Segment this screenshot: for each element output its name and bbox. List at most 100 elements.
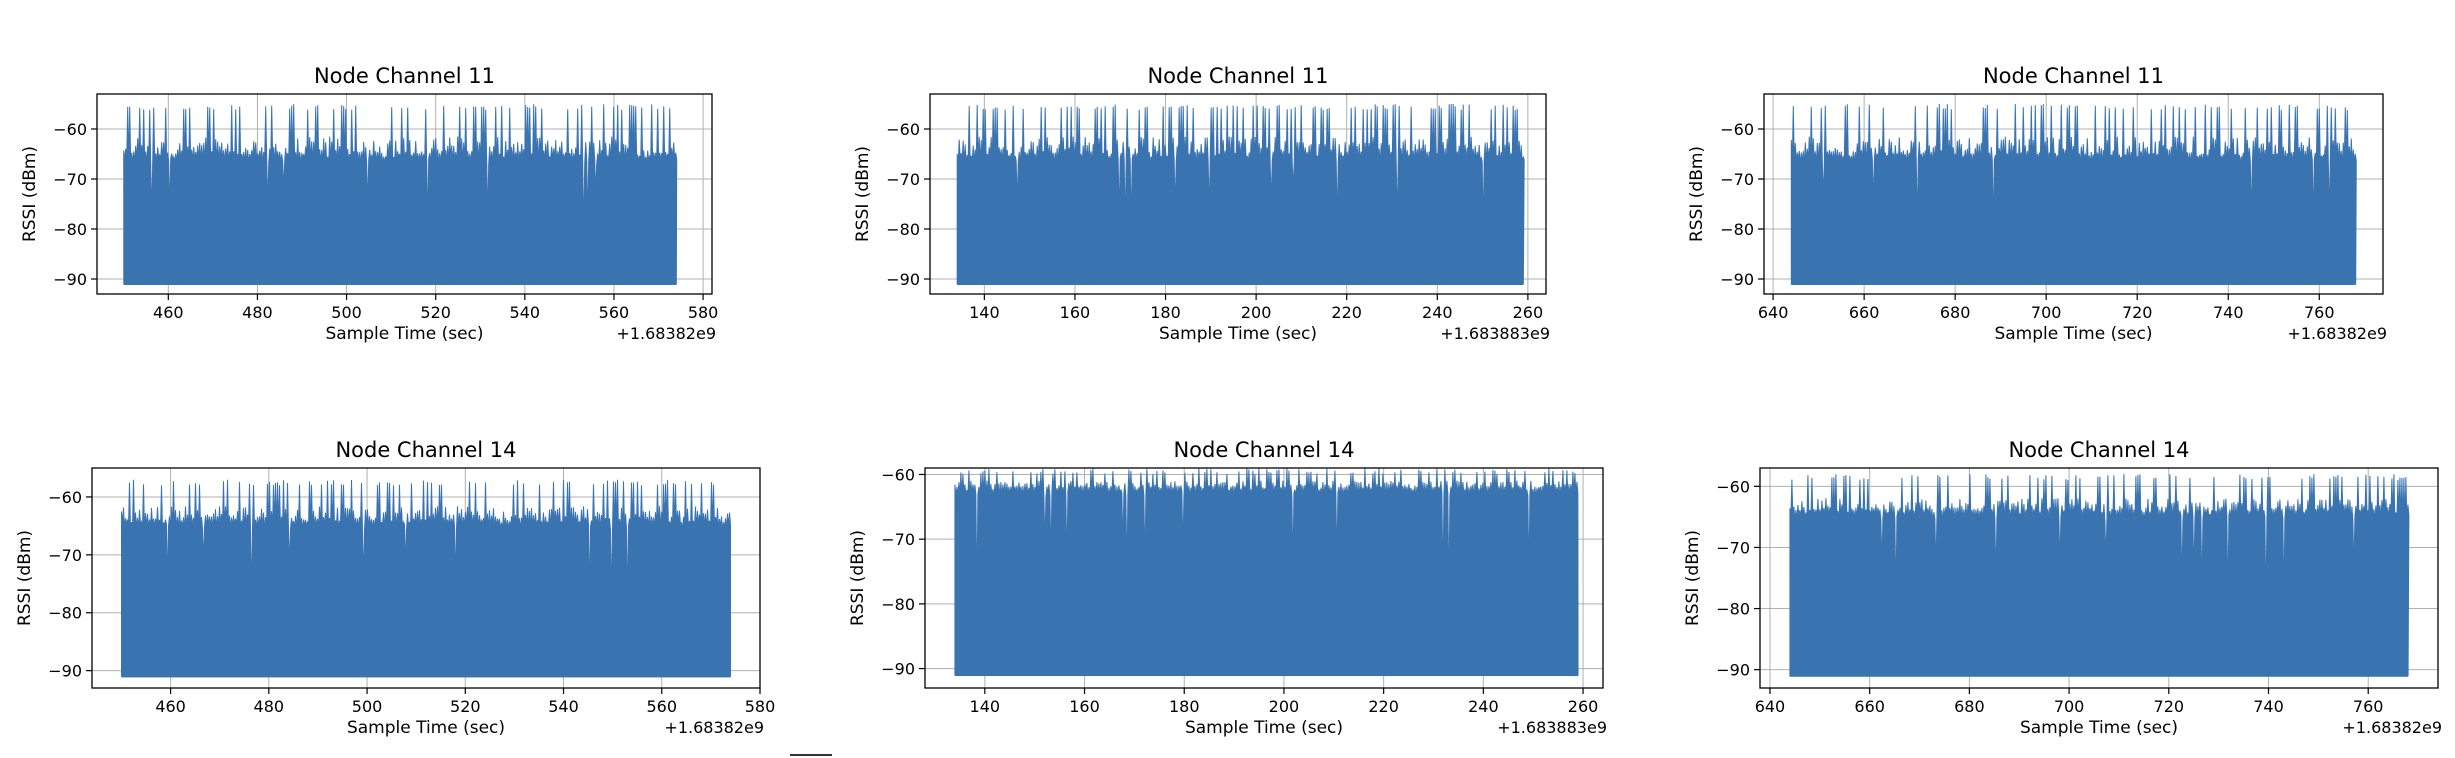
rssi-series-floor [1789,673,2409,677]
rssi-series-line [1790,103,2357,285]
y-tick-label: −70 [1716,538,1750,557]
x-tick-label: 180 [1169,697,1200,716]
x-tick-label: 680 [1940,303,1971,322]
x-tick-label: 660 [1849,303,1880,322]
y-tick-label: −70 [1720,170,1754,189]
x-tick-label: 740 [2213,303,2244,322]
y-axis-label: RSSI (dBm) [15,530,35,626]
x-axis-offset: +1.68382e9 [664,718,764,737]
x-axis-offset: +1.683883e9 [1440,324,1550,343]
y-tick-label: −90 [48,662,82,681]
chart-title: Node Channel 11 [314,64,495,88]
x-tick-label: 740 [2253,697,2284,716]
y-tick-label: −90 [1716,661,1750,680]
x-tick-label: 200 [1269,697,1300,716]
x-axis-label: Sample Time (sec) [1159,324,1317,344]
y-tick-label: −80 [48,604,82,623]
rssi-series-floor [121,674,731,678]
x-tick-label: 560 [646,697,677,716]
x-tick-label: 480 [254,697,285,716]
x-tick-label: 200 [1241,303,1272,322]
x-tick-label: 680 [1954,697,1985,716]
x-tick-label: 260 [1568,697,1599,716]
x-tick-label: 640 [1758,303,1789,322]
x-axis-label: Sample Time (sec) [325,324,483,344]
rssi-series-line [120,479,732,677]
rssi-series-line [956,103,1525,285]
x-tick-label: 160 [1060,303,1091,322]
plot-frame [924,467,1604,689]
y-tick-label: −80 [886,220,920,239]
x-tick-label: 700 [2031,303,2062,322]
x-tick-label: 760 [2304,303,2335,322]
chart-title: Node Channel 14 [335,438,516,462]
x-tick-label: 560 [599,303,630,322]
y-tick-label: −60 [1716,477,1750,496]
x-axis-label: Sample Time (sec) [1994,324,2152,344]
chart-4: 460 480 500 520 540 560 580 −90 −80 −70 −60 Node Ch… [15,438,775,738]
x-tick-label: 220 [1368,697,1399,716]
y-axis-label: RSSI (dBm) [1683,530,1703,626]
x-tick-label: 240 [1422,303,1453,322]
x-tick-label: 220 [1331,303,1362,322]
rssi-series-line [123,104,678,285]
x-tick-label: 260 [1513,303,1544,322]
y-tick-label: −70 [881,530,915,549]
rssi-series-floor [954,673,1579,677]
chart-title: Node Channel 11 [1147,64,1328,88]
y-tick-label: −80 [881,595,915,614]
x-tick-label: 480 [242,303,273,322]
x-tick-label: 700 [2054,697,2085,716]
chart-1: 460 480 500 520 540 560 580 −90 −80 −70 −60 Node Ch… [20,64,718,344]
chart-title: Node Channel 11 [1983,64,2164,88]
x-tick-label: 720 [2122,303,2153,322]
x-axis-label: Sample Time (sec) [347,718,505,738]
x-tick-label: 760 [2353,697,2384,716]
x-tick-label: 640 [1755,697,1786,716]
x-tick-label: 240 [1468,697,1499,716]
plot-frame [1763,93,2384,295]
rssi-series-line [954,468,1579,676]
rssi-series-floor [1791,282,2356,285]
x-axis-label: Sample Time (sec) [1185,718,1343,738]
x-axis-offset: +1.68382e9 [2342,718,2442,737]
plot-frame [91,467,761,689]
x-tick-label: 460 [153,303,184,322]
plot-frame [1759,467,2439,689]
y-tick-label: −70 [48,546,82,565]
x-tick-label: 140 [970,697,1001,716]
x-axis-offset: +1.683883e9 [1497,718,1607,737]
y-tick-label: −60 [53,120,87,139]
y-tick-label: −80 [1720,220,1754,239]
x-tick-label: 540 [548,697,579,716]
x-tick-label: 500 [331,303,362,322]
y-tick-label: −60 [48,488,82,507]
y-tick-label: −90 [1720,270,1754,289]
plot-frame [96,93,713,295]
x-axis-offset: +1.68382e9 [616,324,716,343]
x-tick-label: 500 [352,697,383,716]
y-tick-label: −90 [881,660,915,679]
x-tick-label: 520 [450,697,481,716]
x-tick-label: 580 [688,303,719,322]
x-tick-label: 180 [1150,303,1181,322]
chart-3: 640 660 680 700 720 740 760 −90 −80 −70 −60 Node Ch… [1687,64,2387,344]
x-tick-label: 160 [1069,697,1100,716]
x-axis-offset: +1.68382e9 [2287,324,2387,343]
x-tick-label: 580 [745,697,776,716]
y-tick-label: −60 [881,465,915,484]
rssi-series-floor [957,282,1524,285]
plot-frame [929,93,1547,295]
x-tick-label: 460 [155,697,186,716]
y-tick-label: −90 [53,270,87,289]
y-tick-label: −80 [53,220,87,239]
y-tick-label: −60 [1720,120,1754,139]
x-tick-label: 140 [969,303,1000,322]
x-tick-label: 660 [1854,697,1885,716]
y-tick-label: −70 [53,170,87,189]
y-tick-label: −80 [1716,600,1750,619]
y-axis-label: RSSI (dBm) [20,146,40,242]
y-axis-label: RSSI (dBm) [848,530,868,626]
y-tick-label: −70 [886,170,920,189]
